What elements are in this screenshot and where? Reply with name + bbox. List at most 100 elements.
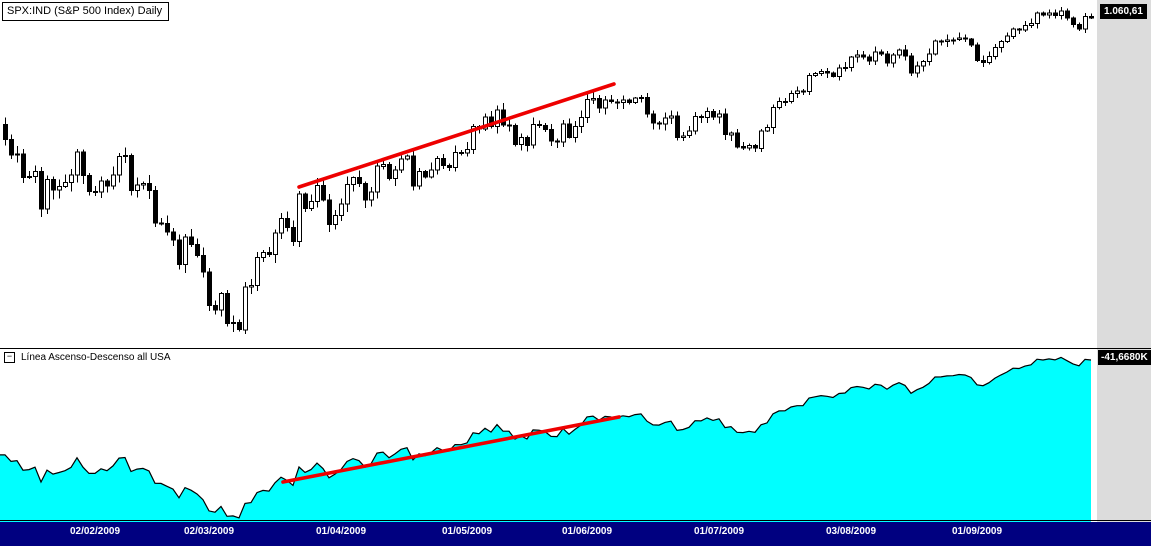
x-axis-label: 02/02/2009 xyxy=(69,526,121,537)
candle-body xyxy=(639,96,644,99)
candle-body xyxy=(651,113,656,124)
candle-body xyxy=(957,37,962,41)
candle-body xyxy=(45,179,50,210)
candle-body xyxy=(21,153,26,179)
candle-body xyxy=(177,239,182,265)
candle-body xyxy=(135,184,140,191)
candle-body xyxy=(795,90,800,95)
collapse-indicator-button[interactable]: − xyxy=(4,352,15,363)
x-axis-label: 01/09/2009 xyxy=(951,526,1003,537)
candle-body xyxy=(927,53,932,62)
candle-body xyxy=(585,99,590,118)
candle-body xyxy=(285,218,290,229)
candle-body xyxy=(531,124,536,146)
candle-body xyxy=(369,191,374,201)
candle-body xyxy=(93,191,98,193)
candle-body xyxy=(723,113,728,136)
candle-body xyxy=(357,177,362,184)
candle-body xyxy=(861,54,866,58)
candle-body xyxy=(783,100,788,103)
candle-body xyxy=(33,171,38,178)
candle-body xyxy=(681,135,686,138)
candle-body xyxy=(1023,25,1028,31)
candle-body xyxy=(549,128,554,142)
candle-body xyxy=(699,116,704,118)
date-axis-bar: 02/02/2009 02/03/2009 01/04/2009 01/05/2009… xyxy=(0,522,1151,546)
candle-body xyxy=(315,185,320,203)
candle-body xyxy=(633,97,638,103)
candle-body xyxy=(837,67,842,77)
candle-body xyxy=(81,151,86,176)
candle-body xyxy=(273,232,278,256)
candle-body xyxy=(231,322,236,325)
candle-body xyxy=(117,156,122,176)
candle-body xyxy=(399,158,404,171)
x-axis-label: 01/04/2009 xyxy=(315,526,367,537)
candle-body xyxy=(711,110,716,118)
candle-body xyxy=(9,138,14,156)
candle-body xyxy=(351,177,356,185)
candle-body xyxy=(111,174,116,187)
candle-body xyxy=(579,116,584,128)
candle-body xyxy=(363,183,368,201)
candle-body xyxy=(663,117,668,125)
candle-body xyxy=(903,49,908,57)
candle-body xyxy=(705,110,710,119)
candle-body xyxy=(453,152,458,168)
candle-body xyxy=(39,171,44,210)
candle-body xyxy=(393,169,398,179)
candle-body xyxy=(429,169,434,178)
candle-body xyxy=(885,53,890,64)
candle-body xyxy=(225,293,230,325)
candle-body xyxy=(807,75,812,93)
candle-body xyxy=(1041,12,1046,16)
indicator-title: Línea Ascenso-Descenso all USA xyxy=(21,352,171,363)
x-axis-label: 01/07/2009 xyxy=(693,526,745,537)
candle-body xyxy=(993,47,998,58)
candle-body xyxy=(963,37,968,40)
candle-body xyxy=(825,70,830,74)
candle-body xyxy=(855,54,860,58)
candle-body xyxy=(843,67,848,70)
candle-body xyxy=(153,190,158,224)
candle-body xyxy=(939,40,944,43)
trendline-ad-line[interactable] xyxy=(281,415,621,484)
candle-body xyxy=(279,218,284,234)
candle-body xyxy=(309,201,314,209)
candle-body xyxy=(561,123,566,143)
candle-body xyxy=(141,183,146,186)
candle-body xyxy=(747,144,752,149)
candle-body xyxy=(627,99,632,103)
candle-body xyxy=(519,136,524,145)
ad-line-area xyxy=(0,357,1091,522)
candle-body xyxy=(417,171,422,187)
candle-body xyxy=(147,183,152,192)
x-axis-label: 03/08/2009 xyxy=(825,526,877,537)
x-axis-label: 02/03/2009 xyxy=(183,526,235,537)
candle-body xyxy=(201,255,206,273)
trendline-price[interactable] xyxy=(297,82,616,189)
candle-body xyxy=(165,223,170,233)
candle-body xyxy=(1017,28,1022,31)
candle-body xyxy=(801,90,806,93)
candle-body xyxy=(423,171,428,178)
candle-body xyxy=(741,146,746,149)
candle-body xyxy=(237,322,242,331)
candle-body xyxy=(975,44,980,61)
x-axis-label: 01/06/2009 xyxy=(561,526,613,537)
candle-body xyxy=(327,199,332,225)
candle-body xyxy=(1029,22,1034,27)
candle-body xyxy=(249,284,254,288)
candle-body xyxy=(543,125,548,130)
candle-body xyxy=(507,124,512,127)
candle-body xyxy=(813,73,818,77)
candle-body xyxy=(573,126,578,138)
candle-body xyxy=(897,49,902,56)
candle-body xyxy=(501,109,506,126)
candle-body xyxy=(495,109,500,127)
candle-body xyxy=(753,144,758,149)
candle-body xyxy=(1005,35,1010,43)
candle-body xyxy=(789,93,794,103)
candle-body xyxy=(195,244,200,257)
